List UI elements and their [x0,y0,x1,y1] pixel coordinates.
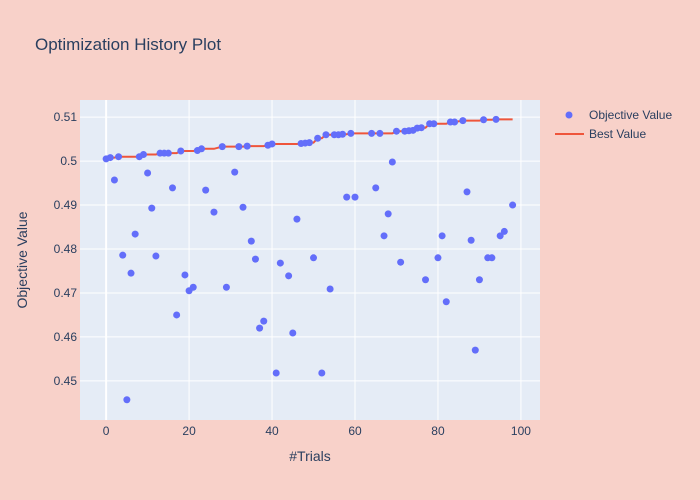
legend-label-best: Best Value [589,127,646,141]
data-point [189,283,197,291]
data-point [168,184,176,192]
data-point [106,154,114,162]
data-point [247,237,255,245]
data-point [164,149,172,157]
data-point [467,236,475,244]
y-tick-labels: 0.45 0.46 0.47 0.48 0.49 0.5 0.51 [54,110,78,388]
y-tick-label: 0.46 [54,330,78,344]
data-point [148,204,156,212]
x-tick-label: 0 [103,424,110,438]
data-point [388,158,396,166]
data-point [218,143,226,151]
data-point [430,120,438,128]
legend-marker-objective [565,111,573,119]
data-point [251,255,259,263]
data-point [119,251,127,259]
data-point [392,127,400,135]
data-point [322,131,330,139]
data-point [285,272,293,280]
data-point [173,311,181,319]
chart-title: Optimization History Plot [35,35,221,54]
data-point [222,283,230,291]
objective-value-points [102,115,517,404]
data-point [376,129,384,137]
data-point [384,210,392,218]
data-point [235,143,243,151]
data-point [314,134,322,142]
data-point [127,269,135,277]
data-point [451,118,459,126]
data-point [115,153,123,161]
data-point [144,169,152,177]
y-tick-label: 0.48 [54,242,78,256]
legend-label-objective: Objective Value [589,108,672,122]
data-point [181,271,189,279]
legend[interactable]: Objective Value Best Value [555,108,672,141]
data-point [110,176,118,184]
data-point [272,369,280,377]
data-point [496,232,504,240]
data-point [231,168,239,176]
x-tick-label: 100 [511,424,531,438]
data-point [488,254,496,262]
x-axis-title: #Trials [289,448,331,464]
data-point [293,215,301,223]
data-point [509,201,517,209]
data-point [139,151,147,159]
data-point [500,227,508,235]
x-tick-label: 40 [265,424,279,438]
data-point [372,184,380,192]
x-tick-label: 20 [182,424,196,438]
data-point [289,329,297,337]
data-point [339,130,347,138]
y-tick-label: 0.51 [54,110,78,124]
data-point [268,140,276,148]
y-tick-label: 0.47 [54,286,78,300]
legend-item-objective-value[interactable]: Objective Value [565,108,673,122]
x-tick-labels: 0 20 40 60 80 100 [103,424,531,438]
data-point [480,116,488,124]
data-point [368,129,376,137]
data-point [123,396,131,404]
data-point [243,142,251,150]
data-point [152,252,160,260]
data-point [442,298,450,306]
legend-item-best-value[interactable]: Best Value [555,127,646,141]
data-point [326,285,334,293]
data-point [422,276,430,284]
data-point [434,254,442,262]
data-point [347,129,355,137]
data-point [438,232,446,240]
y-tick-label: 0.45 [54,374,78,388]
data-point [202,186,210,194]
data-point [210,208,218,216]
y-tick-label: 0.5 [60,154,77,168]
data-point [380,232,388,240]
data-point [463,188,471,196]
y-axis-title: Objective Value [14,211,30,308]
data-point [198,145,206,153]
data-point [305,139,313,147]
data-point [351,193,359,201]
data-point [260,317,268,325]
data-point [475,276,483,284]
data-point [310,254,318,262]
data-point [239,203,247,211]
y-tick-label: 0.49 [54,198,78,212]
data-point [397,258,405,266]
data-point [131,230,139,238]
data-point [471,346,479,354]
data-point [417,124,425,132]
data-point [318,369,326,377]
data-point [177,147,185,155]
x-tick-label: 60 [348,424,362,438]
data-point [276,259,284,267]
plot-area [80,100,540,420]
data-point [492,115,500,123]
data-point [256,324,264,332]
data-point [459,117,467,125]
x-tick-label: 80 [431,424,445,438]
data-point [343,193,351,201]
